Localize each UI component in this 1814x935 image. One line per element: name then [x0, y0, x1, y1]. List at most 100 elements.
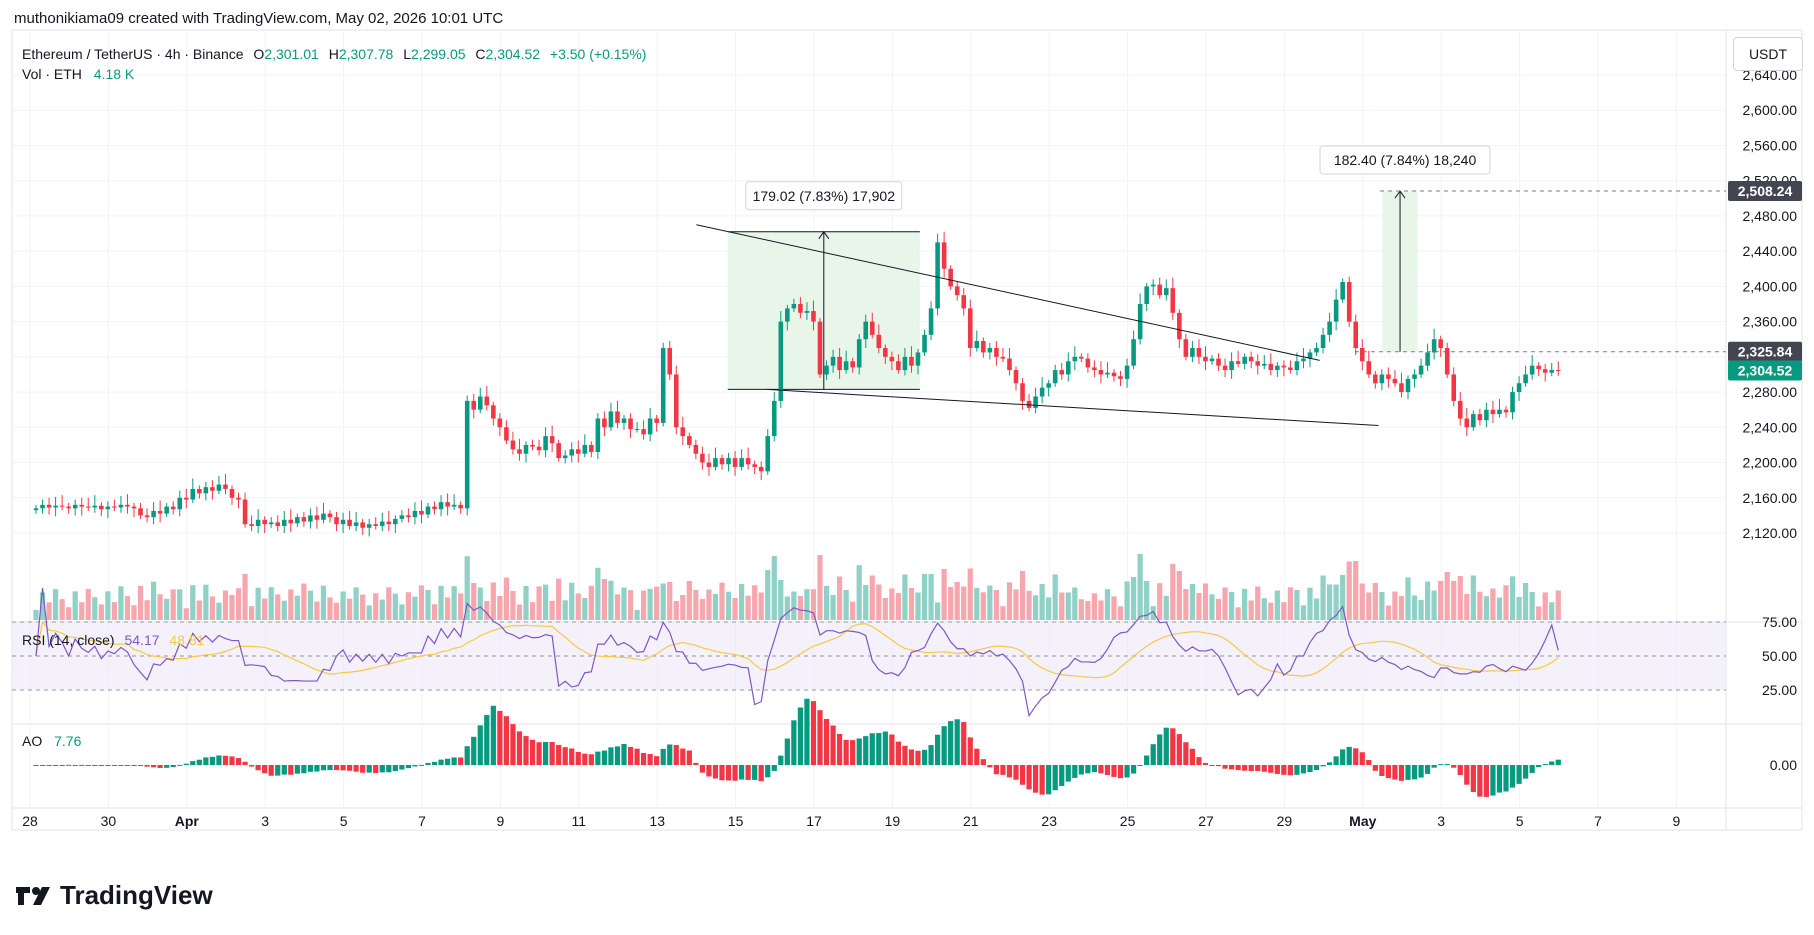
- rsi-label[interactable]: RSI (14, close): [22, 632, 115, 648]
- candle-body: [1170, 288, 1176, 313]
- measure-label: 179.02 (7.83%) 17,902: [753, 188, 896, 204]
- candle-body: [1065, 361, 1071, 375]
- candle-body: [340, 519, 346, 525]
- ao-bar: [804, 698, 810, 765]
- volume-bar: [1209, 594, 1215, 620]
- volume-bar: [438, 585, 444, 620]
- date-tick-label: 9: [497, 813, 505, 829]
- volume-bar: [575, 593, 581, 620]
- volume-bar: [1163, 595, 1169, 620]
- candle-body: [850, 361, 855, 368]
- wedge-upper-trendline: [696, 224, 1320, 361]
- ao-label[interactable]: AO: [22, 733, 43, 749]
- volume-bar: [1228, 592, 1235, 620]
- candle-body: [1320, 334, 1326, 349]
- ao-bar: [1006, 765, 1013, 778]
- candle-body: [105, 506, 111, 510]
- volume-bar: [1392, 591, 1398, 620]
- volume-bar: [1398, 596, 1405, 620]
- ao-bar: [1483, 765, 1490, 797]
- ao-bar: [471, 736, 477, 765]
- volume-bar: [1137, 554, 1143, 620]
- volume-label[interactable]: Vol · ETH: [22, 66, 82, 82]
- candle-body: [1307, 352, 1313, 359]
- date-tick-label: Apr: [175, 813, 200, 829]
- volume-bar: [1405, 577, 1411, 620]
- candle-body: [281, 519, 287, 526]
- volume-bar: [503, 577, 510, 620]
- candle-body: [1020, 383, 1025, 401]
- ao-bar: [386, 765, 392, 773]
- ao-bar: [1189, 748, 1196, 765]
- volume-bar: [392, 593, 398, 620]
- ao-bar: [373, 765, 379, 774]
- ao-bar: [281, 765, 287, 775]
- currency-unit-button[interactable]: USDT: [1733, 37, 1803, 71]
- candle-body: [628, 418, 633, 430]
- candle-body: [1451, 374, 1457, 401]
- candle-body: [758, 466, 764, 472]
- candle-body: [1039, 387, 1045, 397]
- volume-bar: [850, 601, 856, 620]
- volume-bar: [516, 604, 523, 620]
- tradingview-logo[interactable]: TradingView: [14, 880, 213, 911]
- symbol-title[interactable]: Ethereum / TetherUS · 4h · Binance: [22, 46, 244, 62]
- ao-bar: [1411, 765, 1418, 780]
- ao-bar: [915, 750, 921, 765]
- ao-bar: [791, 720, 797, 765]
- chart-frame: [11, 29, 1803, 831]
- candle-body: [1288, 367, 1293, 371]
- volume-bar: [98, 604, 104, 620]
- volume-bar: [1509, 576, 1516, 620]
- ao-bar: [1529, 765, 1535, 773]
- volume-bar: [346, 598, 353, 620]
- ao-bar: [131, 764, 137, 766]
- candle-body: [144, 515, 150, 518]
- ao-bar: [1385, 765, 1392, 779]
- volume-bar: [627, 590, 634, 620]
- volume-bar: [1359, 583, 1365, 620]
- volume-bar: [477, 587, 483, 620]
- volume-bar: [170, 589, 176, 620]
- date-tick-label: 9: [1673, 813, 1681, 829]
- ao-bar: [209, 756, 216, 765]
- volume-bar: [771, 556, 777, 620]
- ao-bar: [1536, 765, 1542, 768]
- date-tick-label: 17: [806, 813, 822, 829]
- main-legend: Ethereum / TetherUS · 4h · Binance O2,30…: [22, 46, 646, 62]
- volume-bar: [1130, 577, 1137, 620]
- ao-bar: [771, 765, 777, 771]
- ao-bar: [745, 765, 751, 780]
- ao-bar: [660, 748, 666, 765]
- candle-body: [1190, 348, 1195, 357]
- ao-bar: [1183, 742, 1189, 765]
- volume-bar: [961, 586, 967, 620]
- candle-body: [197, 488, 202, 494]
- volume-bar: [418, 585, 425, 620]
- rsi-tick-label: 50.00: [1762, 648, 1797, 664]
- ao-bar: [614, 746, 621, 765]
- candle-body: [608, 411, 614, 428]
- volume-bar: [150, 581, 157, 620]
- candle-body: [1444, 348, 1450, 375]
- ao-bar: [124, 765, 131, 766]
- ao-bar: [425, 762, 431, 765]
- volume-bar: [1307, 587, 1313, 620]
- ao-bar: [490, 705, 496, 765]
- volume-bar: [1013, 589, 1019, 620]
- candle-body: [687, 436, 692, 445]
- volume-bar: [836, 576, 843, 620]
- candle-body: [249, 524, 254, 526]
- candle-body: [1098, 370, 1104, 375]
- volume-bar: [386, 587, 392, 620]
- candle-body: [1366, 361, 1372, 375]
- volume-bar: [1320, 575, 1326, 620]
- close-label: C: [475, 46, 486, 62]
- ao-bar: [569, 748, 575, 765]
- candle-body: [785, 308, 790, 322]
- candle-body: [909, 356, 914, 366]
- volume-bar: [301, 583, 307, 620]
- ao-bar: [993, 765, 1000, 775]
